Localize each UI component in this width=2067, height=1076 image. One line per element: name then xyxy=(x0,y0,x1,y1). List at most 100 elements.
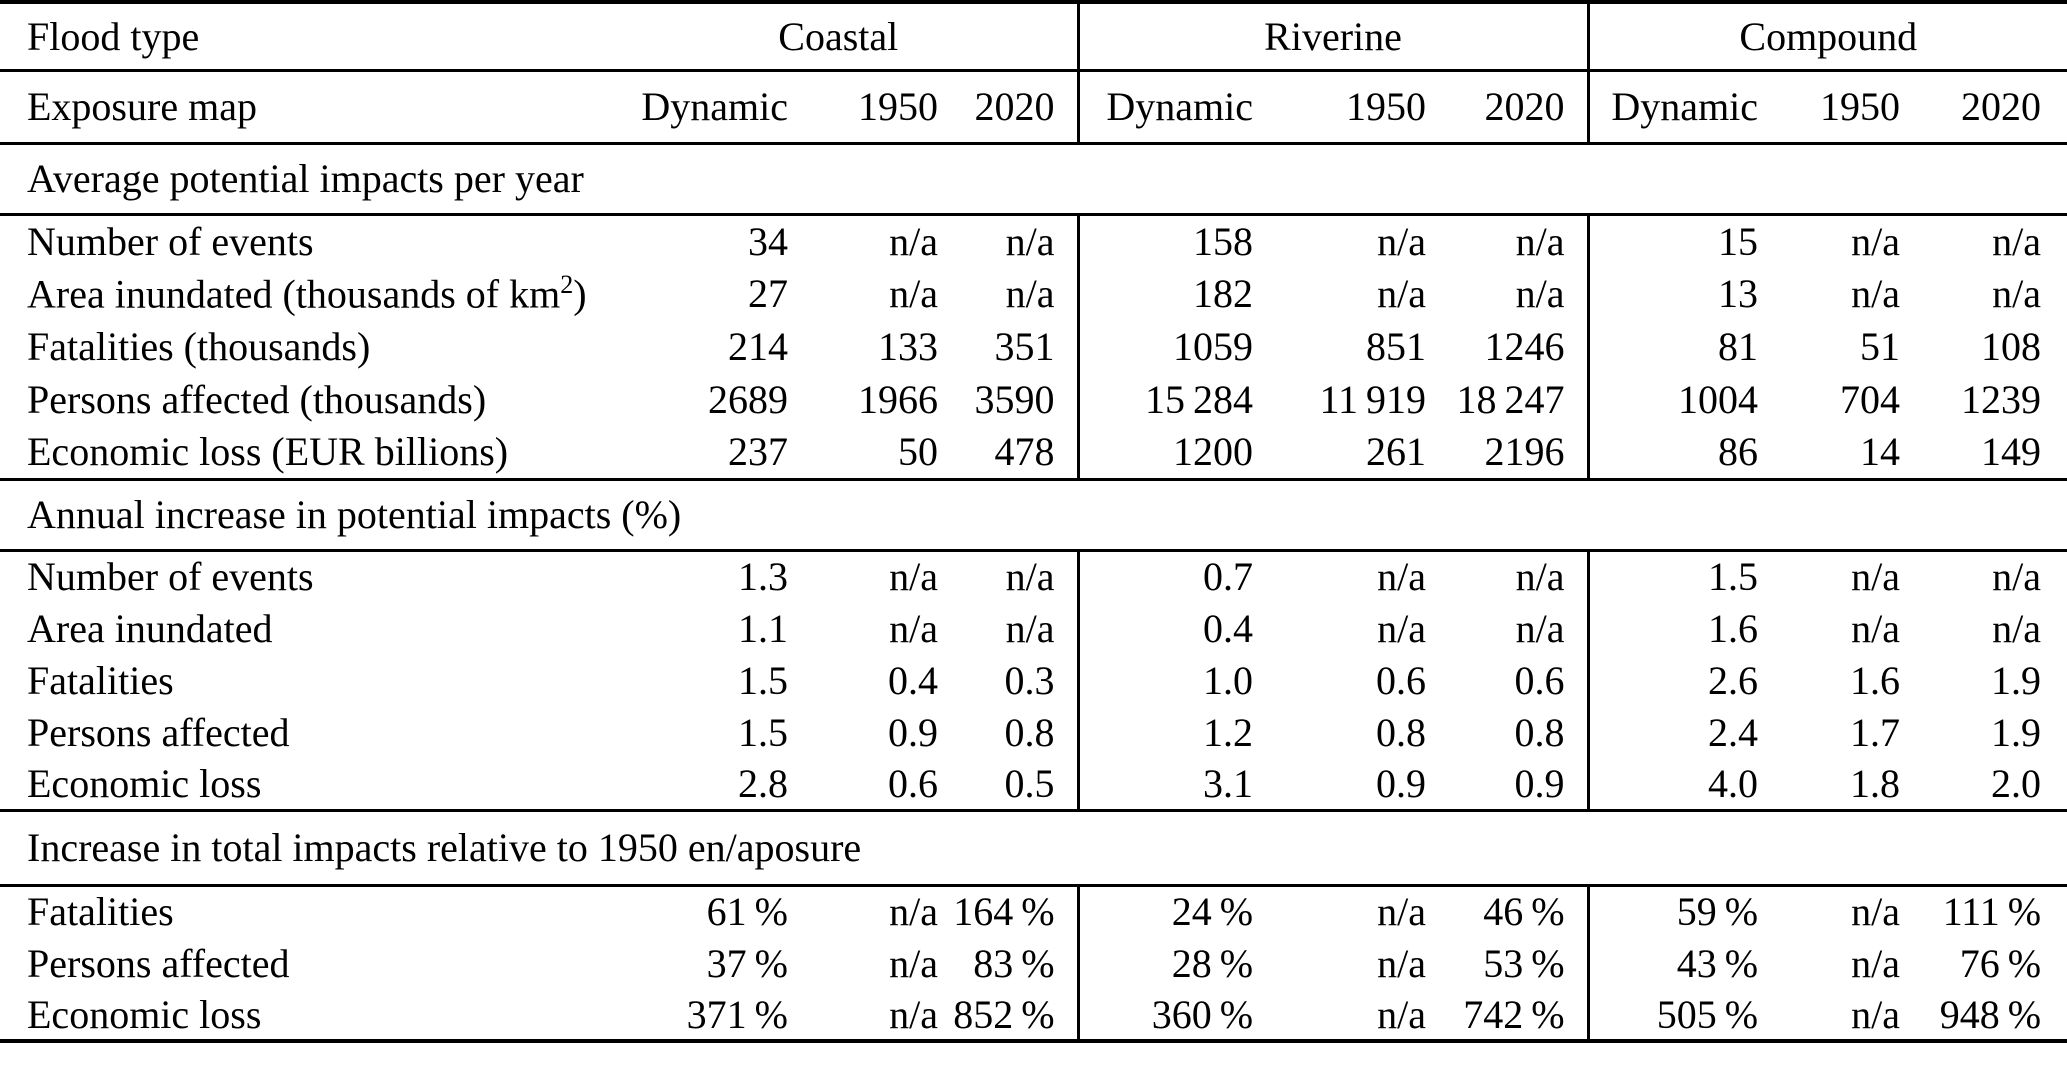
col-header-dynamic: Dynamic xyxy=(1586,68,1771,143)
cell-value: 59 % xyxy=(1586,883,1771,937)
flood-impacts-table: Flood type Coastal Riverine Compound Exp… xyxy=(0,0,2067,1043)
cell-value: 0.8 xyxy=(1004,709,1055,755)
cell-value: 360 % xyxy=(1076,989,1266,1041)
cell-value: 371 % xyxy=(686,991,788,1037)
row-label: Persons affected (thousands) xyxy=(27,377,487,422)
col-header-1950: 1950 xyxy=(1770,68,1913,143)
section-header-row: Annual increase in potential impacts (%) xyxy=(0,477,2067,550)
cell-value: n/a xyxy=(889,940,938,986)
col-header-1950: 1950 xyxy=(800,68,950,143)
cell-value: n/a xyxy=(1912,548,2067,602)
cell-value: 261 xyxy=(1366,429,1427,475)
cell-value: n/a xyxy=(1005,271,1055,316)
cell-value: 43 % xyxy=(1586,937,1771,989)
cell-value: n/a xyxy=(1912,212,2067,267)
table-row: Number of events 34 n/a n/a 158 n/a n/a … xyxy=(0,212,2067,267)
cell-value: 0.9 xyxy=(1376,760,1427,806)
table-row: Persons affected 1.5 0.9 0.8 1.2 0.8 0.8… xyxy=(0,706,2067,758)
cell-value: 164 % xyxy=(950,883,1079,937)
table-row: Persons affected (thousands) 2689 1966 3… xyxy=(0,373,2067,426)
group-header-coastal: Coastal xyxy=(778,13,899,59)
row-label: Persons affected xyxy=(27,709,290,755)
cell-value: n/a xyxy=(1770,212,1913,267)
cell-value: n/a xyxy=(1992,605,2042,651)
table-row: Economic loss 2.8 0.6 0.5 3.1 0.9 0.9 4.… xyxy=(0,758,2067,810)
group-header-compound: Compound xyxy=(1586,2,2067,70)
cell-value: 0.8 xyxy=(1376,709,1427,755)
cell-value: 1.5 xyxy=(738,657,788,703)
cell-value: 182 xyxy=(1076,267,1266,320)
cell-value: 742 % xyxy=(1463,991,1565,1037)
cell-value: 851 xyxy=(1366,324,1427,369)
cell-value: 1239 xyxy=(1961,377,2042,422)
cell-value: n/a xyxy=(1438,212,1589,267)
cell-value: 1.8 xyxy=(1850,760,1901,806)
cell-value: 0.6 xyxy=(888,760,938,806)
row-label-text: ) xyxy=(573,271,587,317)
cell-value: 948 % xyxy=(1939,991,2042,1037)
cell-value: 0.5 xyxy=(1004,760,1055,806)
cell-value: 1.0 xyxy=(1076,654,1266,706)
row-label-superscript: 2 xyxy=(560,269,574,299)
section-header-row: Increase in total impacts relative to 19… xyxy=(0,808,2067,885)
row-label: Persons affected xyxy=(27,940,290,986)
cell-value: 37 % xyxy=(706,940,788,986)
cell-value: 704 xyxy=(1840,377,1901,422)
cell-value: 237 xyxy=(728,429,788,475)
cell-value: n/a xyxy=(1851,991,1901,1037)
cell-value: 46 % xyxy=(1438,883,1589,937)
cell-value: n/a xyxy=(889,605,938,651)
cell-value: n/a xyxy=(1851,271,1901,316)
cell-value: 0.4 xyxy=(888,657,938,703)
cell-value: n/a xyxy=(1770,883,1913,937)
cell-value: 27 xyxy=(748,271,788,316)
cell-value: 1004 xyxy=(1586,373,1771,426)
cell-value: 81 xyxy=(1586,320,1771,373)
cell-value: n/a xyxy=(800,548,950,602)
col-header-1950: 1950 xyxy=(1265,68,1439,143)
section-header-row: Average potential impacts per year xyxy=(0,141,2067,214)
cell-value: n/a xyxy=(1005,605,1055,651)
cell-value: n/a xyxy=(1377,940,1427,986)
cell-value: 1.5 xyxy=(1586,548,1771,602)
cell-value: 0.9 xyxy=(1514,760,1565,806)
cell-value: 1.3 xyxy=(600,548,800,602)
cell-value: 478 xyxy=(994,429,1055,475)
cell-value: n/a xyxy=(950,212,1079,267)
cell-value: n/a xyxy=(889,271,938,316)
cell-value: n/a xyxy=(1851,940,1901,986)
cell-value: 133 xyxy=(878,324,938,369)
table-row: Number of events 1.3 n/a n/a 0.7 n/a n/a… xyxy=(0,548,2067,602)
cell-value: 1.6 xyxy=(1850,657,1901,703)
cell-value: 76 % xyxy=(1959,940,2042,986)
cell-value: 852 % xyxy=(953,991,1055,1037)
cell-value: 2.6 xyxy=(1586,654,1771,706)
header-row-exposure-map: Exposure map Dynamic 1950 2020 Dynamic 1… xyxy=(0,68,2067,143)
cell-value: 0.7 xyxy=(1076,548,1266,602)
col-header-2020: 2020 xyxy=(1438,68,1589,143)
cell-value: 1.1 xyxy=(738,605,788,651)
cell-value: 15 xyxy=(1586,212,1771,267)
cell-value: 53 % xyxy=(1483,940,1565,986)
cell-value: 1200 xyxy=(1076,426,1266,479)
cell-value: 2689 xyxy=(708,377,788,422)
cell-value: n/a xyxy=(889,991,938,1037)
cell-value: n/a xyxy=(1377,605,1427,651)
cell-value: n/a xyxy=(1992,271,2042,316)
cell-value: 1246 xyxy=(1484,324,1565,369)
cell-value: 3.1 xyxy=(1076,758,1266,810)
row-label-text: Area inundated (thousands of km xyxy=(27,271,561,317)
cell-value: 1.7 xyxy=(1850,709,1901,755)
group-header-riverine: Riverine xyxy=(1076,2,1589,70)
cell-value: 3590 xyxy=(974,377,1055,422)
cell-value: 0.8 xyxy=(1514,709,1565,755)
table-row: Fatalities 1.5 0.4 0.3 1.0 0.6 0.6 2.6 1… xyxy=(0,654,2067,706)
cell-value: 149 xyxy=(1981,429,2042,475)
row-label: Area inundated (thousands of km2) xyxy=(0,267,600,320)
row-label: Area inundated xyxy=(27,605,273,651)
cell-value: 2.8 xyxy=(738,760,788,806)
cell-value: n/a xyxy=(1515,271,1565,316)
cell-value: n/a xyxy=(1265,883,1439,937)
cell-value: 1.2 xyxy=(1076,706,1266,758)
cell-value: 13 xyxy=(1586,267,1771,320)
